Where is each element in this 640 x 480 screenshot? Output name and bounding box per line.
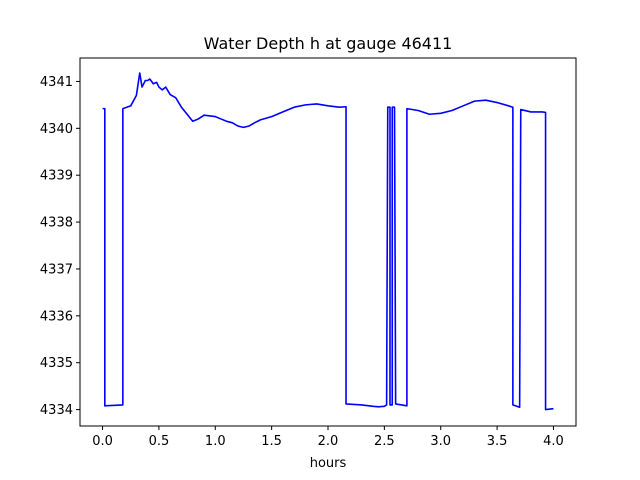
y-tick-label: 4340	[40, 122, 73, 137]
x-tick-label: 2.5	[374, 434, 395, 449]
series-line	[102, 72, 554, 411]
chart-title: Water Depth h at gauge 46411	[204, 34, 453, 53]
y-tick-label: 4335	[40, 356, 73, 371]
y-tick-label: 4338	[40, 216, 73, 231]
y-axis: 4334 4335 4336 4337 4338 4339 4340 4341	[40, 75, 80, 418]
y-tick-label: 4341	[40, 75, 73, 90]
x-axis: 0.0 0.5 1.0 1.5 2.0 2.5 3.0 3.5 4.0	[92, 426, 564, 449]
x-tick-label: 1.0	[205, 434, 226, 449]
x-axis-label: hours	[310, 456, 347, 471]
x-tick-label: 3.0	[430, 434, 451, 449]
plot-area	[102, 72, 554, 411]
y-tick-label: 4339	[40, 169, 73, 184]
y-tick-label: 4336	[40, 309, 73, 324]
x-tick-label: 3.5	[487, 434, 508, 449]
x-tick-label: 2.0	[318, 434, 339, 449]
x-tick-label: 0.5	[149, 434, 170, 449]
x-tick-label: 4.0	[543, 434, 564, 449]
x-tick-label: 0.0	[92, 434, 113, 449]
y-tick-label: 4334	[40, 403, 73, 418]
y-tick-label: 4337	[40, 262, 73, 277]
x-tick-label: 1.5	[261, 434, 282, 449]
